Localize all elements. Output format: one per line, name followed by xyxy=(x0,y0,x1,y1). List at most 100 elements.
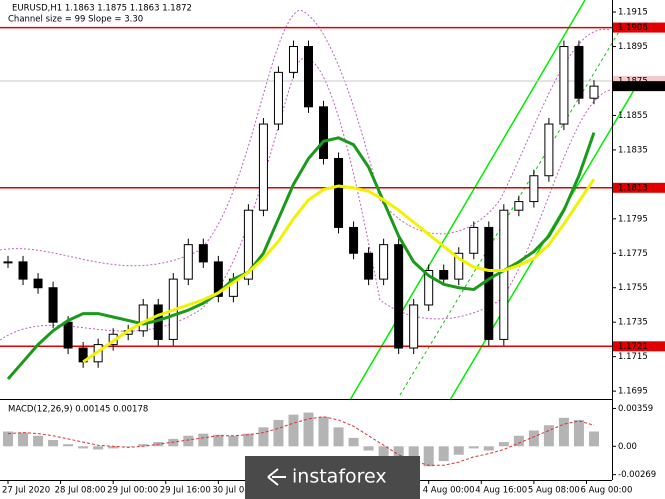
candle xyxy=(409,304,419,349)
y-tick-label: 1.1755 xyxy=(618,283,648,293)
y-tick-label: 1.1835 xyxy=(618,145,648,155)
macd-bar xyxy=(513,435,524,447)
candle xyxy=(183,244,193,280)
level-label-bg xyxy=(613,182,665,193)
level-label: 1.1813 xyxy=(618,183,648,193)
candle xyxy=(33,278,43,289)
macd-bar xyxy=(93,446,104,450)
last-price-bg xyxy=(613,81,665,92)
macd-bar xyxy=(63,444,74,447)
logo xyxy=(267,468,286,486)
macd-bar xyxy=(33,435,44,447)
candle xyxy=(349,226,359,254)
candle xyxy=(364,252,374,280)
chart-subtitle: Channel size = 99 Slope = 3.30 xyxy=(8,15,143,25)
x-tick-label: 4 Aug 16:00 xyxy=(475,486,527,496)
macd-bar xyxy=(168,438,179,447)
macd-bar xyxy=(123,446,134,447)
watermark: instaforex xyxy=(292,466,387,488)
candle xyxy=(3,261,13,264)
candle xyxy=(529,175,539,203)
candle xyxy=(424,270,434,306)
candle xyxy=(198,244,208,263)
macd-bar xyxy=(138,444,149,447)
candle xyxy=(544,123,554,177)
y-tick-label: 1.1715 xyxy=(618,352,648,362)
macd-bar xyxy=(78,446,89,449)
candle xyxy=(243,209,253,280)
macd-tick-label: 0.00 xyxy=(618,442,637,452)
candle xyxy=(319,106,329,160)
x-tick-label: 28 Jul 08:00 xyxy=(55,486,106,496)
macd-bar xyxy=(288,414,299,447)
macd-bar xyxy=(3,431,13,447)
last-price-label: 1.1872 xyxy=(618,82,648,92)
macd-bar xyxy=(393,446,404,466)
macd-bar xyxy=(318,416,329,447)
candle xyxy=(394,244,404,349)
macd-bar xyxy=(543,425,554,447)
x-tick-label: 30 Jul 08:00 xyxy=(212,486,263,496)
candle xyxy=(499,209,509,340)
candle xyxy=(589,85,599,99)
macd-tick-label: -0.00269 xyxy=(618,470,656,480)
x-tick-label: 4 Aug 00:00 xyxy=(423,486,475,496)
macd-bar xyxy=(18,432,29,447)
candle xyxy=(258,123,268,211)
macd-bar xyxy=(453,446,464,455)
level-label-bg xyxy=(613,341,665,352)
macd-bar xyxy=(558,417,569,447)
level-label: 1.1906 xyxy=(618,23,648,33)
macd-bar xyxy=(483,446,494,451)
x-tick-label: 29 Jul 16:00 xyxy=(160,486,211,496)
x-tick-label: 5 Aug 08:00 xyxy=(528,486,580,496)
candle xyxy=(288,46,298,73)
candle xyxy=(303,46,313,108)
candle xyxy=(18,261,28,280)
candle xyxy=(138,304,148,332)
macd-bar xyxy=(243,433,254,447)
candle xyxy=(213,261,223,297)
chart-title: EURUSD,H1 1.1863 1.1875 1.1863 1.1872 xyxy=(12,4,192,14)
y-tick-label: 1.1855 xyxy=(618,111,648,121)
moving-average xyxy=(6,132,596,381)
x-tick-label: 6 Aug 00:00 xyxy=(580,486,632,496)
macd-bar xyxy=(273,419,284,447)
macd-bar xyxy=(348,437,359,447)
macd-bar xyxy=(258,427,269,447)
macd-bar xyxy=(303,412,314,447)
macd-bar xyxy=(528,430,539,447)
y-tick-label: 1.1915 xyxy=(618,8,648,18)
y-tick-label: 1.1695 xyxy=(618,387,648,397)
macd-bar xyxy=(333,427,344,447)
candle xyxy=(439,270,449,280)
candle xyxy=(334,158,344,228)
macd-bar xyxy=(213,434,224,447)
macd-bar xyxy=(423,446,434,467)
macd-bar xyxy=(183,435,194,447)
macd-bar xyxy=(438,446,449,462)
level-label: 1.1721 xyxy=(618,342,648,352)
candle xyxy=(273,71,283,125)
level-label-bg xyxy=(613,22,665,33)
candle xyxy=(574,46,584,99)
candle xyxy=(469,226,479,254)
candle xyxy=(63,321,73,349)
macd-title: MACD(12,26,9) 0.00145 0.00178 xyxy=(8,405,148,415)
moving-average xyxy=(82,178,596,364)
candle xyxy=(484,226,494,340)
candle xyxy=(454,252,464,280)
y-tick-label: 1.1775 xyxy=(618,249,648,259)
ask-label-bg xyxy=(613,75,665,86)
macd-bar xyxy=(108,446,119,449)
macd-bar xyxy=(228,435,239,447)
y-tick-label: 1.1895 xyxy=(618,42,648,52)
macd-bar xyxy=(48,439,59,447)
x-tick-label: 27 Jul 2020 xyxy=(2,486,50,496)
candle xyxy=(379,244,389,280)
candle xyxy=(514,201,524,211)
macd-bar xyxy=(468,446,479,449)
macd-bar xyxy=(498,442,509,447)
macd-bar xyxy=(363,446,374,451)
macd-signal xyxy=(7,416,595,466)
